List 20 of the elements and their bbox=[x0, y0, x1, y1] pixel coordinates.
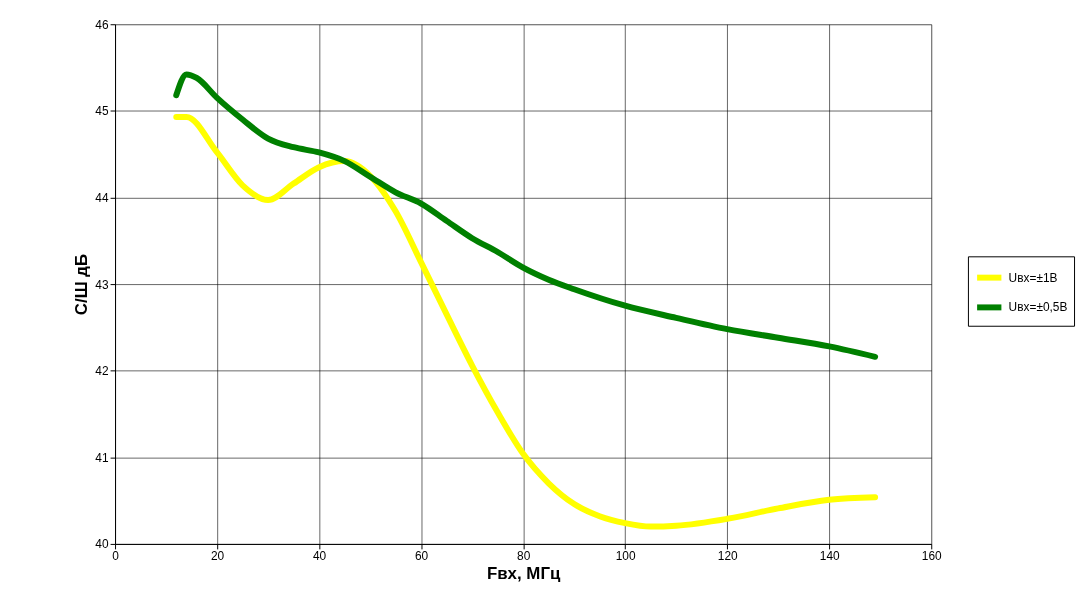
y-tick-label: 42 bbox=[95, 364, 109, 379]
y-tick-label: 45 bbox=[95, 104, 109, 119]
legend-label: Uвх=±0,5В bbox=[1008, 300, 1068, 315]
x-tick-label: 100 bbox=[615, 549, 636, 564]
x-tick-label: 60 bbox=[414, 549, 429, 564]
y-tick-label: 41 bbox=[95, 450, 109, 465]
x-tick-label: 0 bbox=[112, 549, 120, 564]
x-tick-label: 160 bbox=[921, 549, 943, 564]
y-tick-label: 44 bbox=[95, 190, 109, 205]
x-tick-label: 120 bbox=[717, 549, 738, 564]
x-axis-title: Fвх, МГц bbox=[486, 564, 561, 584]
legend-label: Uвх=±1В bbox=[1008, 270, 1058, 285]
y-tick-label: 40 bbox=[95, 537, 109, 552]
y-axis-title: С/Ш дБ bbox=[72, 253, 92, 316]
x-tick-label: 80 bbox=[517, 549, 531, 564]
x-tick-label: 40 bbox=[312, 549, 327, 564]
x-tick-label: 20 bbox=[210, 549, 225, 564]
y-tick-label: 43 bbox=[95, 277, 109, 292]
y-tick-label: 46 bbox=[95, 17, 109, 32]
x-tick-label: 140 bbox=[819, 549, 841, 564]
